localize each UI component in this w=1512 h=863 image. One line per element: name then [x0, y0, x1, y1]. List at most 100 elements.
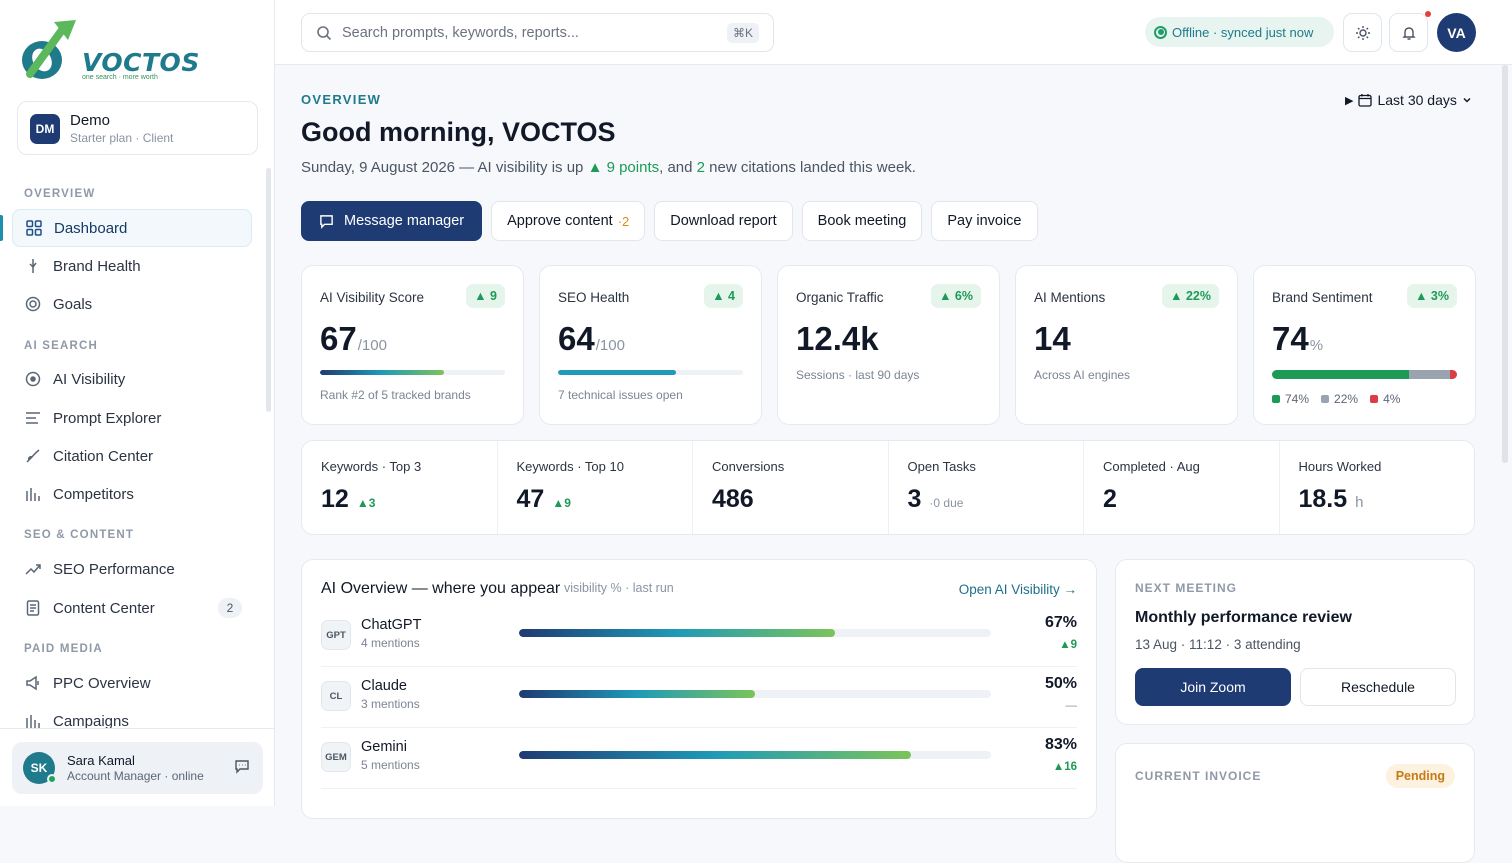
- stat-value-wrap: 486: [712, 485, 754, 514]
- kpi-card-brand-sentiment[interactable]: Brand Sentiment ▲ 3% 74% 74% 22% 4%: [1253, 265, 1476, 425]
- manager-role: Account Manager · online: [67, 769, 204, 783]
- sidebar-item-label: Prompt Explorer: [53, 409, 162, 427]
- kpi-card-ai-visibility[interactable]: AI Visibility Score ▲ 9 67/100 Rank #2 o…: [301, 265, 524, 425]
- link-icon: [24, 448, 41, 465]
- kpi-value-wrap: 64/100: [558, 320, 625, 358]
- kpi-delta-badge: ▲ 9: [466, 284, 505, 308]
- pay-invoice-button[interactable]: Pay invoice: [931, 201, 1038, 241]
- button-label: Download report: [670, 213, 777, 229]
- stat-open-tasks[interactable]: Open Tasks 3 ·0 due: [889, 441, 1084, 534]
- sidebar-item-label: Citation Center: [53, 447, 154, 465]
- sidebar-item-prompt-explorer[interactable]: Prompt Explorer: [12, 399, 252, 437]
- panel-hint: visibility % · last run: [564, 581, 674, 595]
- join-zoom-button[interactable]: Join Zoom: [1135, 668, 1291, 706]
- kpi-card-ai-mentions[interactable]: AI Mentions ▲ 22% 14 Across AI engines: [1015, 265, 1238, 425]
- online-status-dot: [47, 774, 57, 784]
- approve-content-button[interactable]: Approve content ·2: [491, 201, 646, 241]
- sidebar-item-content-center[interactable]: Content Center 2: [12, 589, 252, 627]
- topbar: Search prompts, keywords, reports... ⌘K …: [275, 0, 1512, 65]
- kpi-suffix: %: [1309, 337, 1324, 354]
- kpi-card-seo-health[interactable]: SEO Health ▲ 4 64/100 7 technical issues…: [539, 265, 762, 425]
- kpi-delta-badge: ▲ 22%: [1162, 284, 1219, 308]
- brand-wordmark: VOCTOS: [82, 48, 200, 77]
- sidebar-item-ppc-overview[interactable]: PPC Overview: [12, 664, 252, 702]
- stat-keywords-top3[interactable]: Keywords · Top 3 12 ▲3: [302, 441, 498, 534]
- stat-value: 2: [1103, 485, 1117, 513]
- grid-icon: [25, 220, 42, 237]
- kpi-note: Rank #2 of 5 tracked brands: [320, 388, 471, 402]
- kpi-value-wrap: 67/100: [320, 320, 387, 358]
- search-input[interactable]: Search prompts, keywords, reports... ⌘K: [301, 13, 774, 52]
- sidebar-item-label: SEO Performance: [53, 560, 175, 578]
- download-report-button[interactable]: Download report: [654, 201, 793, 241]
- kpi-card-organic-traffic[interactable]: Organic Traffic ▲ 6% 12.4k Sessions · la…: [777, 265, 1000, 425]
- stat-label: Keywords · Top 10: [516, 459, 624, 474]
- chat-icon[interactable]: [234, 758, 252, 776]
- notifications-button[interactable]: [1389, 13, 1428, 52]
- open-ai-visibility-link[interactable]: Open AI Visibility →: [958, 582, 1077, 597]
- workspace-name: Demo: [70, 112, 111, 129]
- kpi-delta-badge: ▲ 3%: [1407, 284, 1457, 308]
- kpi-value: 64: [558, 320, 595, 357]
- sidebar-item-label: Goals: [53, 295, 93, 313]
- sidebar-item-competitors[interactable]: Competitors: [12, 475, 252, 513]
- document-icon: [24, 600, 41, 617]
- meeting-meta: 13 Aug · 11:12 · 3 attending: [1135, 637, 1301, 652]
- visibility-delta: ▲16: [1052, 761, 1077, 773]
- stat-value-wrap: 18.5 h: [1299, 485, 1364, 514]
- message-icon: [319, 214, 334, 229]
- workspace-switcher[interactable]: DM Demo Starter plan · Client: [17, 101, 258, 155]
- eye-icon: [24, 371, 41, 388]
- page-scrollbar[interactable]: [1502, 65, 1508, 463]
- sidebar: VOCTOS one search · more worth DM Demo S…: [0, 0, 275, 806]
- engine-row[interactable]: GEM Gemini 5 mentions 83% ▲16: [321, 728, 1077, 789]
- next-meeting-card: NEXT MEETING Monthly performance review …: [1115, 559, 1475, 725]
- workspace-avatar: DM: [30, 114, 60, 144]
- bar-chart-icon: [24, 713, 41, 730]
- sidebar-item-seo-performance[interactable]: SEO Performance: [12, 550, 252, 588]
- message-manager-button[interactable]: Message manager: [301, 201, 483, 241]
- subtitle-suffix: new citations landed this week.: [705, 159, 916, 176]
- search-placeholder: Search prompts, keywords, reports...: [342, 25, 579, 41]
- engine-name: ChatGPT: [361, 617, 422, 633]
- stat-delta: ▲3: [356, 496, 376, 510]
- engine-avatar: GPT: [321, 620, 351, 650]
- sidebar-item-ai-visibility[interactable]: AI Visibility: [12, 360, 252, 398]
- sidebar-item-dashboard[interactable]: Dashboard: [12, 209, 252, 247]
- engine-row[interactable]: GPT ChatGPT 4 mentions 67% ▲9: [321, 606, 1077, 667]
- notification-dot: [1425, 11, 1431, 17]
- brand-tagline: one search · more worth: [82, 74, 158, 81]
- user-avatar[interactable]: VA: [1437, 13, 1476, 52]
- brand-logo[interactable]: VOCTOS one search · more worth: [20, 16, 199, 86]
- caret-right-icon: ▶: [1345, 94, 1354, 107]
- sidebar-item-label: Content Center: [53, 599, 155, 617]
- kpi-value-wrap: 14: [1034, 320, 1071, 358]
- sidebar-scrollbar[interactable]: [266, 168, 271, 412]
- date-range-picker[interactable]: ▶ Last 30 days: [1345, 92, 1472, 108]
- stat-value: 3: [907, 485, 922, 513]
- visibility-delta: —: [1065, 700, 1078, 712]
- kpi-title: Organic Traffic: [796, 290, 884, 305]
- stat-conversions[interactable]: Conversions 486: [693, 441, 889, 534]
- engine-mentions: 4 mentions: [361, 636, 420, 650]
- stat-completed[interactable]: Completed · Aug 2: [1084, 441, 1280, 534]
- reschedule-button[interactable]: Reschedule: [1300, 668, 1456, 706]
- sidebar-item-brand-health[interactable]: Brand Health: [12, 247, 252, 285]
- theme-toggle-button[interactable]: [1343, 13, 1382, 52]
- engine-mentions: 5 mentions: [361, 758, 420, 772]
- kpi-suffix: /100: [357, 337, 387, 354]
- stat-keywords-top10[interactable]: Keywords · Top 10 47 ▲9: [498, 441, 693, 534]
- sidebar-item-citation-center[interactable]: Citation Center: [12, 437, 252, 475]
- subtitle-mid: , and: [659, 159, 697, 176]
- legend-positive: 74%: [1272, 392, 1309, 406]
- workspace-plan: Starter plan · Client: [70, 131, 174, 145]
- approve-count-badge: ·2: [617, 213, 630, 229]
- stat-hours-worked[interactable]: Hours Worked 18.5 h: [1280, 441, 1475, 534]
- book-meeting-button[interactable]: Book meeting: [801, 201, 923, 241]
- sidebar-item-campaigns[interactable]: Campaigns: [12, 702, 252, 740]
- quick-actions: Message manager Approve content ·2 Downl…: [301, 201, 1038, 241]
- stat-unit: h: [1355, 494, 1364, 511]
- sidebar-item-goals[interactable]: Goals: [12, 285, 252, 323]
- engine-row[interactable]: CL Claude 3 mentions 50% —: [321, 667, 1077, 728]
- account-manager-card[interactable]: SK Sara Kamal Account Manager · online: [12, 742, 263, 794]
